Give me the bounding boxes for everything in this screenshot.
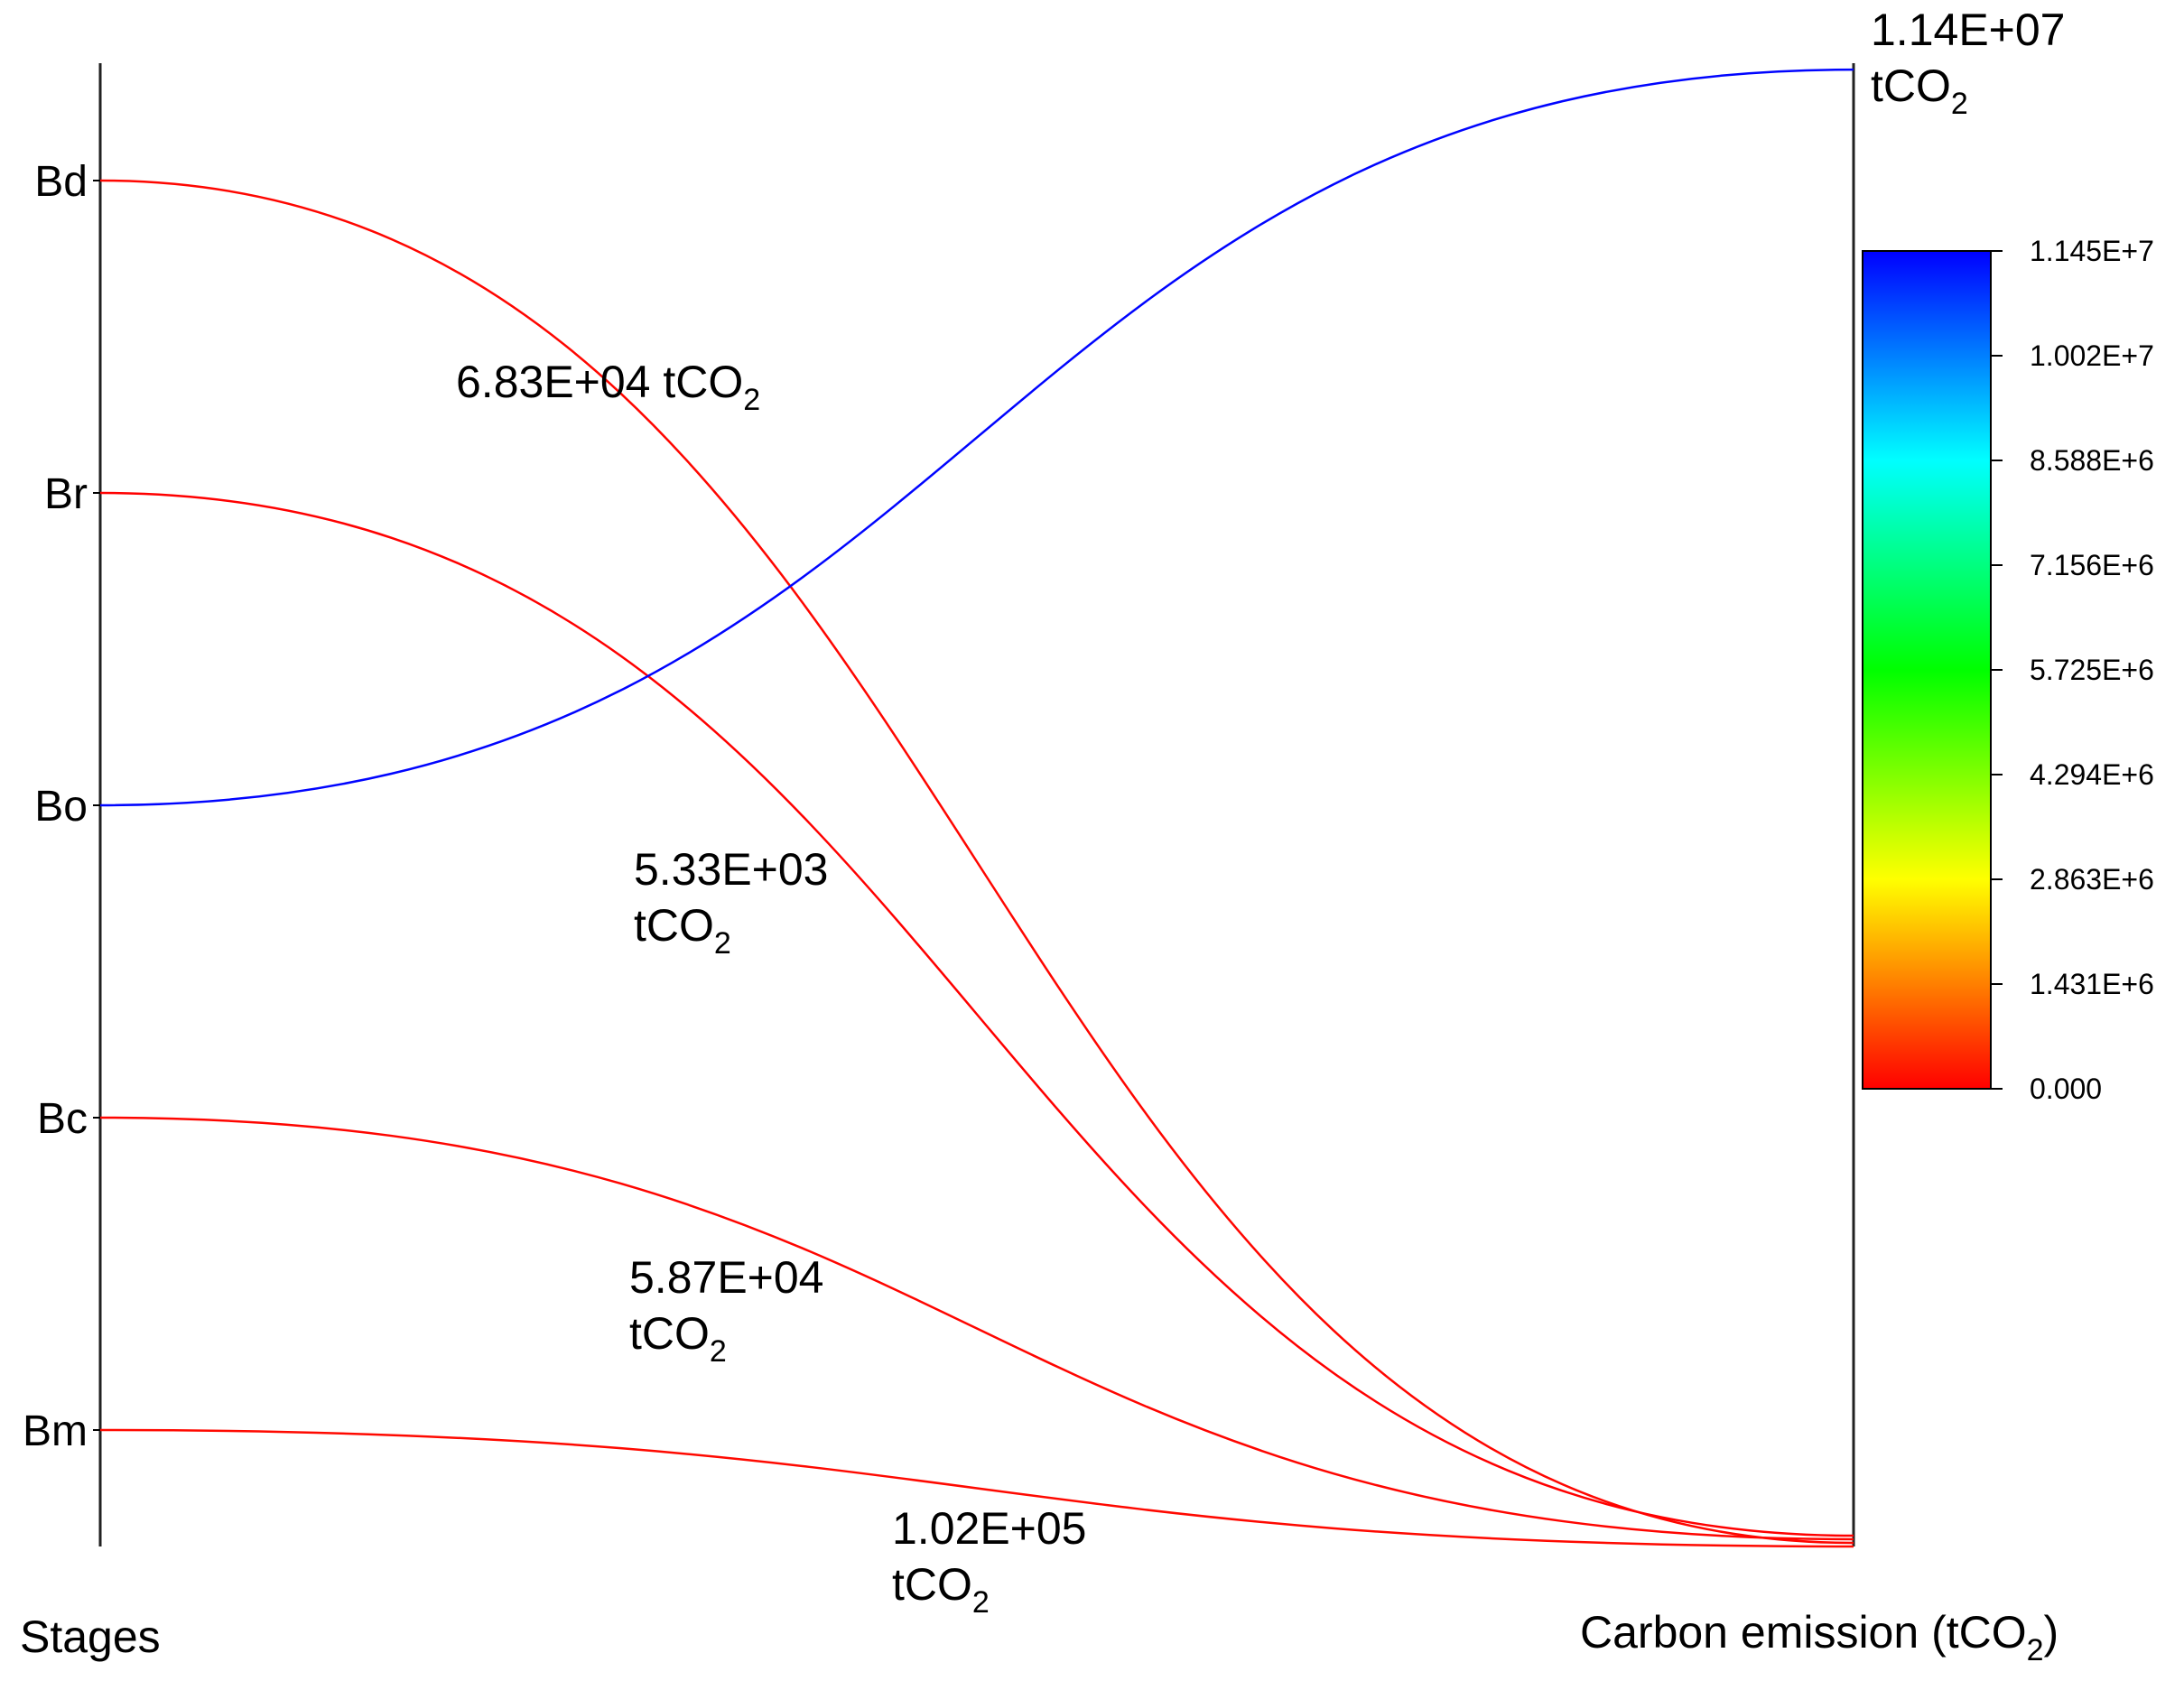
flow-line-bo [99, 68, 1854, 807]
colorbar [1862, 250, 1992, 1090]
flow-lines [99, 68, 1854, 1548]
colorbar-tick-label: 2.863E+6 [2030, 863, 2154, 896]
colorbar-tick-label: 8.588E+6 [2030, 444, 2154, 477]
colorbar-tick-label: 5.725E+6 [2030, 654, 2154, 686]
flow-label-br: 5.33E+03 tCO2 [634, 844, 828, 961]
colorbar-tick-label: 1.145E+7 [2030, 235, 2154, 267]
colorbar-tick-label: 1.002E+7 [2030, 339, 2154, 372]
flow-label-bo: 1.14E+07 tCO2 [1871, 5, 2065, 121]
flow-label-bc: 5.87E+04 tCO2 [629, 1252, 823, 1369]
flow-line-bc [99, 1116, 1854, 1541]
colorbar-tick-label: 4.294E+6 [2030, 758, 2154, 791]
flow-label-bm: 1.02E+05 tCO2 [892, 1503, 1086, 1620]
stage-label-bd: Bd [34, 158, 88, 206]
colorbar-tick-label: 7.156E+6 [2030, 549, 2154, 581]
stage-label-bo: Bo [34, 783, 88, 831]
colorbar-tick-label: 0.000 [2030, 1073, 2102, 1105]
stage-label-br: Br [44, 470, 88, 518]
flow-labels: 6.83E+04 tCO2 5.33E+03 tCO2 1.14E+07 tCO2 5.8… [456, 5, 2065, 1620]
flow-line-br [99, 491, 1854, 1537]
stage-ticks: Bd Br Bo Bc Bm [23, 158, 100, 1455]
colorbar-tick-label: 1.431E+6 [2030, 968, 2154, 1000]
right-axis-title: Carbon emission (tCO2) [1580, 1607, 2059, 1667]
flow-line-bm [99, 1428, 1854, 1548]
stage-label-bm: Bm [23, 1407, 88, 1455]
stage-label-bc: Bc [37, 1095, 88, 1143]
left-axis-title: Stages [20, 1611, 161, 1662]
colorbar-ticks: 0.000 1.431E+6 2.863E+6 4.294E+6 5.725E+6 7.1… [1991, 235, 2154, 1105]
flow-line-bd [99, 179, 1854, 1545]
flow-label-bd: 6.83E+04 tCO2 [456, 357, 760, 417]
